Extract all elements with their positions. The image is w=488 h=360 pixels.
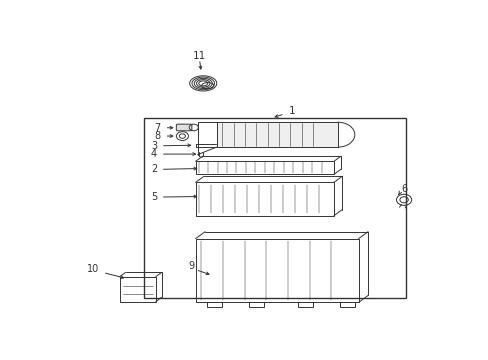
Text: 5: 5: [150, 192, 157, 202]
Text: 9: 9: [188, 261, 195, 271]
Text: 3: 3: [151, 141, 157, 151]
Text: 6: 6: [400, 184, 407, 194]
Text: 11: 11: [192, 51, 205, 61]
Bar: [195, 161, 333, 174]
Bar: [195, 183, 333, 216]
Bar: [248, 302, 264, 307]
FancyBboxPatch shape: [176, 124, 191, 131]
Text: 10: 10: [87, 264, 99, 274]
Polygon shape: [216, 122, 337, 147]
Text: 7: 7: [154, 123, 161, 133]
Bar: [297, 302, 312, 307]
Bar: [120, 276, 156, 302]
Bar: [339, 302, 354, 307]
Text: 1: 1: [288, 106, 295, 116]
Bar: [144, 118, 405, 298]
Bar: [206, 302, 222, 307]
Bar: [195, 239, 358, 302]
Text: 2: 2: [150, 164, 157, 174]
Text: 8: 8: [154, 131, 161, 141]
Text: 4: 4: [151, 149, 157, 159]
